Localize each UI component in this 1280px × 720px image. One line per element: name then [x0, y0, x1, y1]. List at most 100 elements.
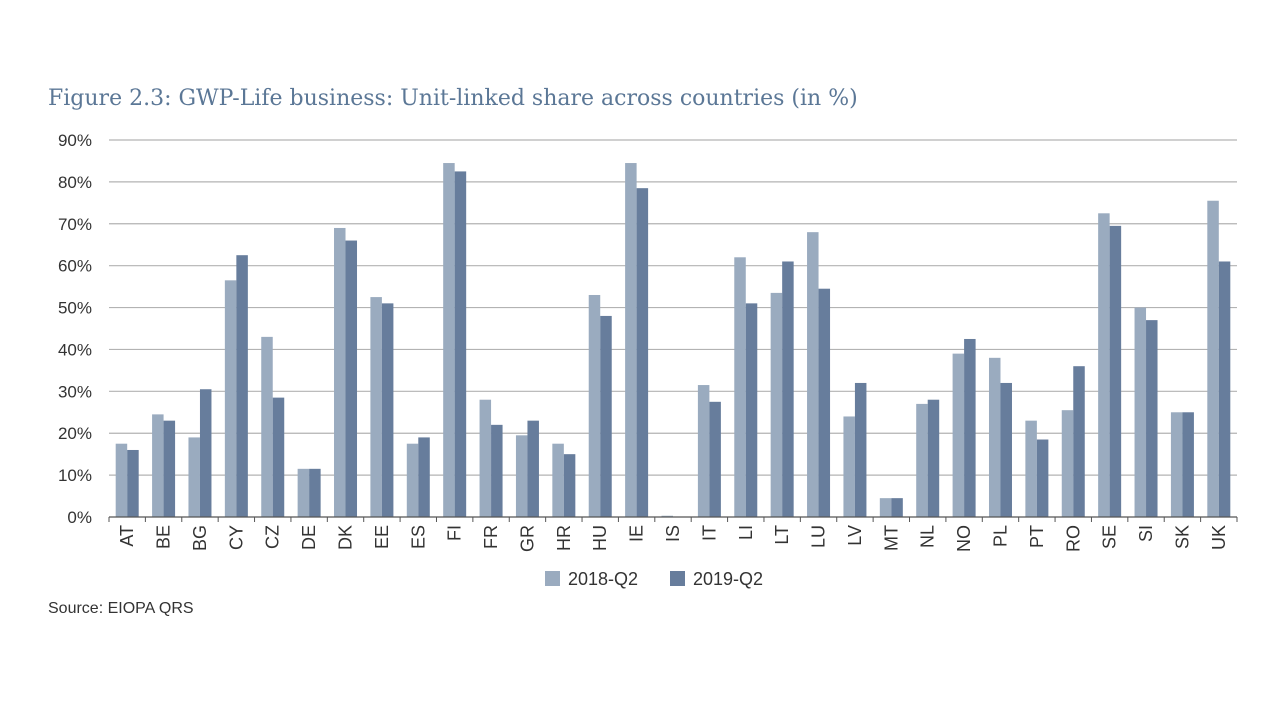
bar-2019-Q2-BE — [163, 420, 176, 517]
x-tick-label: UK — [1209, 525, 1229, 550]
bar-2019-Q2-LU — [818, 288, 831, 517]
x-tick-label: PL — [990, 525, 1010, 547]
y-tick-label: 30% — [58, 382, 92, 401]
x-tick-label: EE — [372, 525, 392, 549]
bar-2018-Q2-LI — [734, 257, 746, 517]
bar-2019-Q2-CZ — [272, 397, 285, 517]
chart-title: Figure 2.3: GWP-Life business: Unit-link… — [48, 86, 858, 111]
x-tick-label: PT — [1027, 525, 1047, 548]
bar-2018-Q2-IT — [697, 385, 710, 517]
bar-2019-Q2-SE — [1109, 225, 1122, 517]
bar-2018-Q2-RO — [1061, 410, 1074, 517]
bar-2018-Q2-CY — [224, 280, 237, 517]
bar-2018-Q2-BG — [188, 437, 200, 517]
bar-2018-Q2-NL — [916, 403, 928, 517]
bar-2018-Q2-ES — [406, 443, 419, 517]
x-tick-label: LI — [736, 525, 756, 540]
y-tick-label: 90% — [58, 131, 92, 150]
x-tick-label: BE — [154, 525, 174, 549]
bar-2018-Q2-BE — [152, 414, 164, 517]
y-tick-label: 80% — [58, 173, 92, 192]
bars — [115, 163, 1231, 518]
bar-2018-Q2-NO — [952, 353, 965, 517]
bar-2018-Q2-SE — [1098, 213, 1110, 518]
bar-2019-Q2-LT — [782, 261, 794, 517]
bar-2018-Q2-PL — [988, 357, 1001, 517]
x-tick-label: CY — [226, 525, 246, 550]
legend-swatch — [670, 571, 685, 586]
x-tick-label: SK — [1172, 525, 1192, 549]
bar-2018-Q2-LT — [770, 292, 783, 517]
bar-2019-Q2-NL — [927, 399, 940, 517]
bar-2019-Q2-LV — [854, 382, 867, 517]
bar-2019-Q2-NO — [964, 338, 976, 517]
y-tick-label: 10% — [58, 466, 92, 485]
x-tick-label: GR — [517, 525, 537, 552]
x-tick-label: HU — [590, 525, 610, 551]
y-tick-label: 0% — [67, 508, 92, 527]
x-tick-label: NO — [954, 525, 974, 552]
bar-2019-Q2-CY — [236, 255, 248, 517]
bar-2018-Q2-IE — [625, 163, 637, 518]
source-note: Source: EIOPA QRS — [48, 600, 194, 617]
axes: 0% 10% 20% 30% 40% 50% 60% 70% 80% 90% AT BE BG CY CZ D… — [58, 131, 1238, 552]
bar-2019-Q2-FR — [491, 424, 503, 517]
x-tick-label: LU — [809, 525, 829, 548]
bar-2018-Q2-PT — [1025, 420, 1037, 517]
bar-2019-Q2-GR — [527, 420, 539, 517]
x-tick-label: LT — [772, 525, 792, 545]
bar-2018-Q2-DK — [334, 227, 346, 517]
gridlines — [109, 139, 1237, 476]
legend: 2018-Q2 2019-Q2 — [545, 569, 763, 589]
bar-2019-Q2-FI — [454, 171, 467, 517]
bar-2018-Q2-HU — [588, 294, 601, 517]
bar-2019-Q2-ES — [418, 437, 430, 517]
x-tick-label: BG — [190, 525, 210, 551]
bar-2018-Q2-SI — [1134, 307, 1147, 517]
bar-2018-Q2-CZ — [261, 336, 273, 517]
y-tick-label: 40% — [58, 340, 92, 359]
x-tick-label: MT — [881, 525, 901, 551]
bar-2019-Q2-UK — [1218, 261, 1231, 517]
bar-2019-Q2-HU — [600, 315, 612, 517]
bar-2018-Q2-MT — [879, 498, 892, 517]
bar-2019-Q2-EE — [381, 303, 394, 517]
bar-2019-Q2-DK — [345, 240, 358, 518]
x-tick-label: FR — [481, 525, 501, 549]
bar-2018-Q2-AT — [115, 443, 128, 517]
legend-label: 2019-Q2 — [693, 569, 763, 589]
bar-2019-Q2-SK — [1182, 412, 1194, 517]
bar-2018-Q2-UK — [1207, 200, 1219, 517]
bar-2019-Q2-MT — [891, 498, 903, 517]
x-tick-label: IT — [699, 525, 719, 541]
x-tick-label: NL — [918, 525, 938, 548]
bar-2018-Q2-FR — [479, 399, 492, 517]
bar-2019-Q2-IE — [636, 188, 649, 517]
y-tick-label: 60% — [58, 257, 92, 276]
x-tick-label: CZ — [263, 525, 283, 549]
x-tick-label: FI — [445, 525, 465, 541]
bar-2018-Q2-EE — [370, 297, 382, 517]
x-tick-label: IS — [663, 525, 683, 542]
x-tick-label: ES — [408, 525, 428, 549]
x-tick-label: DE — [299, 525, 319, 550]
y-tick-label: 50% — [58, 299, 92, 318]
bar-2019-Q2-RO — [1073, 366, 1085, 517]
bar-2019-Q2-PT — [1036, 439, 1049, 517]
x-tick-label: SI — [1136, 525, 1156, 542]
bar-2019-Q2-IT — [709, 401, 721, 517]
bar-2018-Q2-LV — [843, 416, 855, 517]
y-tick-label: 70% — [58, 215, 92, 234]
bar-2018-Q2-DE — [297, 468, 310, 517]
bar-2019-Q2-DE — [309, 468, 321, 517]
bar-2018-Q2-FI — [443, 163, 455, 518]
bar-2019-Q2-BG — [199, 389, 212, 517]
bar-2018-Q2-GR — [515, 435, 528, 517]
x-tick-label: AT — [117, 525, 137, 547]
y-tick-label: 20% — [58, 424, 92, 443]
legend-label: 2018-Q2 — [568, 569, 638, 589]
x-tick-label: HR — [554, 525, 574, 551]
x-tick-label: LV — [845, 525, 865, 546]
bar-2019-Q2-LI — [745, 303, 758, 517]
